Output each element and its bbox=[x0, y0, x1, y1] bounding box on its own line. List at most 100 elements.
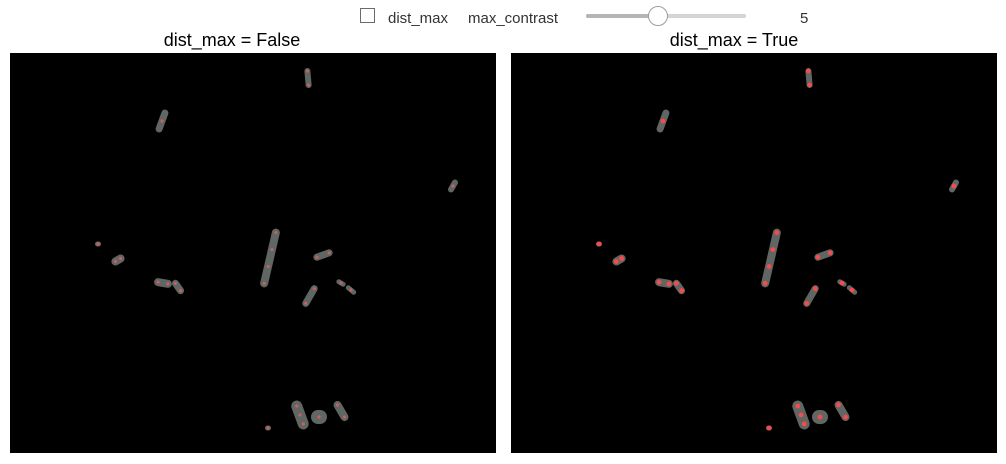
cell-blob bbox=[265, 425, 271, 431]
cell-blob bbox=[333, 400, 349, 422]
peak-marker bbox=[349, 288, 353, 292]
cell-blob bbox=[805, 68, 813, 88]
peak-marker bbox=[815, 254, 821, 260]
peak-marker bbox=[596, 241, 602, 247]
peak-marker bbox=[843, 414, 848, 420]
cell-blob bbox=[846, 285, 858, 295]
peak-marker bbox=[798, 412, 804, 418]
peak-marker bbox=[178, 289, 183, 293]
peak-marker bbox=[262, 281, 266, 285]
cell-blob bbox=[761, 228, 781, 288]
peak-marker bbox=[166, 282, 170, 286]
peak-marker bbox=[113, 259, 118, 264]
peak-marker bbox=[266, 264, 270, 269]
cell-blob bbox=[154, 278, 172, 288]
peak-marker bbox=[156, 280, 160, 284]
cell-blob bbox=[313, 249, 333, 261]
peak-marker bbox=[339, 281, 343, 285]
peak-marker bbox=[305, 69, 309, 73]
cell-blob bbox=[837, 279, 847, 287]
peak-marker bbox=[827, 250, 833, 256]
peak-marker bbox=[817, 414, 823, 420]
cell-body bbox=[304, 68, 312, 88]
dist-max-checkbox-label: dist_max bbox=[388, 10, 449, 27]
peak-marker bbox=[804, 300, 810, 306]
cell-blob bbox=[812, 410, 828, 424]
panel-title-false: dist_max = False bbox=[163, 30, 301, 50]
cell-blob bbox=[672, 279, 686, 295]
peak-marker bbox=[274, 231, 278, 235]
peak-marker bbox=[307, 83, 311, 87]
peak-marker bbox=[614, 259, 619, 264]
image-canvas-false bbox=[10, 53, 496, 453]
dist-max-checkbox[interactable] bbox=[360, 8, 375, 23]
peak-marker bbox=[173, 281, 178, 285]
panel-background bbox=[10, 53, 496, 453]
peak-marker bbox=[317, 415, 321, 419]
panel-background bbox=[511, 53, 997, 453]
peak-marker bbox=[795, 403, 801, 409]
peak-marker bbox=[619, 256, 624, 261]
cell-blob bbox=[656, 109, 670, 133]
peak-marker bbox=[118, 256, 123, 261]
peak-marker bbox=[805, 68, 811, 74]
peak-marker bbox=[327, 251, 331, 255]
cell-blob bbox=[612, 254, 626, 266]
peak-marker bbox=[666, 281, 672, 287]
peak-marker bbox=[298, 413, 302, 417]
peak-marker bbox=[674, 280, 679, 286]
cell-blob bbox=[95, 241, 101, 247]
peak-marker bbox=[801, 421, 807, 427]
peak-marker bbox=[766, 425, 772, 431]
cell-blob bbox=[655, 278, 673, 288]
image-panel-false bbox=[10, 53, 496, 453]
cell-blob bbox=[803, 285, 819, 307]
cell-blob bbox=[345, 285, 357, 295]
peak-marker bbox=[766, 264, 772, 269]
peak-marker bbox=[295, 404, 299, 408]
peak-marker bbox=[270, 247, 274, 252]
peak-marker bbox=[160, 119, 164, 123]
cell-blob bbox=[448, 179, 458, 193]
peak-marker bbox=[849, 287, 855, 293]
peak-marker bbox=[335, 403, 340, 407]
cell-blob bbox=[814, 249, 834, 261]
peak-marker bbox=[770, 247, 776, 252]
cell-blob bbox=[111, 254, 125, 266]
peak-marker bbox=[836, 402, 841, 408]
cell-body bbox=[761, 228, 781, 288]
peak-marker bbox=[342, 415, 347, 419]
cell-blob bbox=[291, 400, 309, 430]
cell-body bbox=[154, 278, 172, 288]
widget-bar: dist_max max_contrast 5 bbox=[0, 0, 1006, 34]
peak-marker bbox=[266, 426, 270, 430]
peak-marker bbox=[451, 184, 455, 188]
peak-marker bbox=[301, 422, 305, 426]
max-contrast-slider-thumb[interactable] bbox=[648, 6, 668, 26]
peak-marker bbox=[304, 301, 308, 305]
peak-marker bbox=[807, 82, 813, 88]
peak-marker bbox=[656, 279, 662, 285]
cell-body bbox=[260, 228, 280, 288]
cell-blob bbox=[302, 285, 318, 307]
cell-blob bbox=[171, 279, 185, 295]
cell-blob bbox=[834, 400, 850, 422]
cell-blob bbox=[792, 400, 810, 430]
cell-blob bbox=[766, 425, 772, 431]
max-contrast-slider-fill bbox=[586, 14, 658, 18]
peak-marker bbox=[774, 230, 780, 236]
peak-marker bbox=[762, 280, 768, 286]
peak-marker bbox=[839, 280, 845, 286]
max-contrast-slider-label: max_contrast bbox=[468, 10, 559, 27]
cell-blob bbox=[260, 228, 280, 288]
peak-marker bbox=[812, 286, 818, 292]
peak-marker bbox=[951, 183, 957, 189]
peak-marker bbox=[660, 118, 666, 124]
cell-blob bbox=[336, 279, 346, 287]
image-canvas-true bbox=[511, 53, 997, 453]
cell-blob bbox=[949, 179, 959, 193]
peak-marker bbox=[96, 242, 100, 246]
peak-marker bbox=[679, 288, 684, 294]
max-contrast-value: 5 bbox=[800, 10, 809, 27]
cell-blob bbox=[596, 241, 602, 247]
